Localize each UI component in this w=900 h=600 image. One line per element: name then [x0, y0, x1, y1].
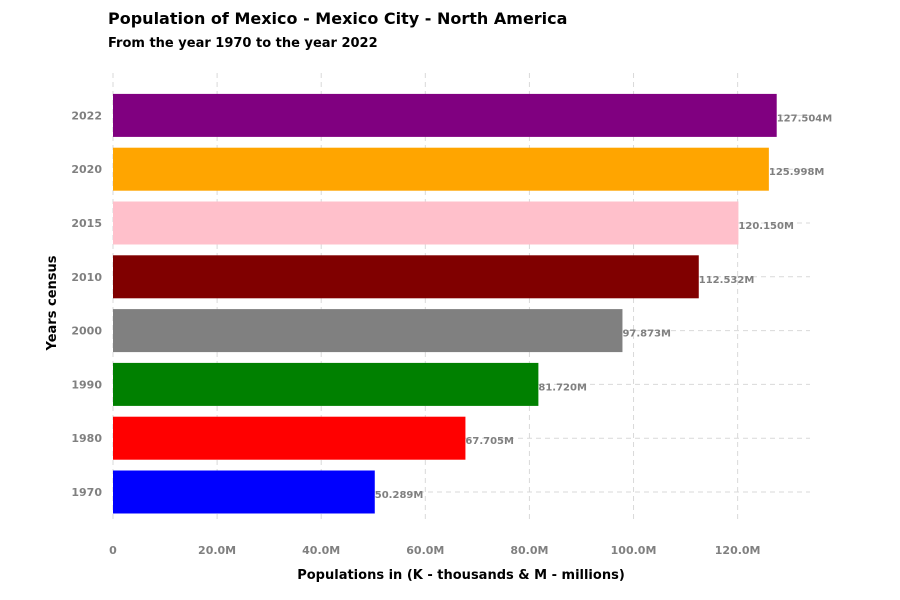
x-tick-label: 60.0M [406, 544, 444, 557]
value-label-1970: 50.289M [375, 490, 424, 501]
x-axis-label: Populations in (K - thousands & M - mill… [297, 568, 625, 583]
bar-1980 [113, 416, 466, 460]
bar-1970 [113, 470, 375, 514]
x-tick-label: 120.0M [715, 544, 761, 557]
chart-subtitle: From the year 1970 to the year 2022 [108, 36, 378, 51]
y-tick-label: 2015 [71, 217, 102, 230]
value-label-2000: 97.873M [622, 329, 671, 340]
y-tick-label: 2020 [71, 163, 102, 176]
bar-2010 [113, 255, 699, 299]
x-axis-ticks: 0 20.0M 40.0M 60.0M 80.0M 100.0M 120.0M [109, 544, 760, 557]
y-tick-label: 1970 [71, 486, 102, 499]
x-tick-label: 0 [109, 544, 117, 557]
y-axis-ticks: 1970 1980 1990 2000 2010 2015 2020 2022 [71, 109, 102, 499]
y-tick-label: 2000 [71, 325, 102, 338]
value-label-2022: 127.504M [777, 113, 833, 124]
value-label-2020: 125.998M [769, 167, 825, 178]
bars [113, 93, 777, 514]
value-label-2015: 120.150M [738, 221, 794, 232]
y-tick-label: 2022 [71, 109, 102, 122]
value-label-2010: 112.532M [699, 275, 755, 286]
value-labels: 50.289M 67.705M 81.720M 97.873M 112.532M 120.… [375, 113, 832, 501]
bar-2020 [113, 147, 769, 191]
chart-title: Population of Mexico - Mexico City - Nor… [108, 9, 567, 28]
bar-1990 [113, 362, 539, 406]
bar-2000 [113, 309, 623, 353]
x-tick-label: 100.0M [611, 544, 657, 557]
x-tick-label: 80.0M [510, 544, 548, 557]
value-label-1990: 81.720M [538, 382, 587, 393]
y-tick-label: 1990 [71, 378, 102, 391]
x-tick-label: 20.0M [198, 544, 236, 557]
bar-2022 [113, 93, 777, 137]
y-tick-label: 1980 [71, 432, 102, 445]
y-tick-label: 2010 [71, 271, 102, 284]
bar-2015 [113, 201, 739, 245]
value-label-1980: 67.705M [465, 436, 514, 447]
x-tick-label: 40.0M [302, 544, 340, 557]
y-axis-label: Years census [45, 255, 60, 351]
